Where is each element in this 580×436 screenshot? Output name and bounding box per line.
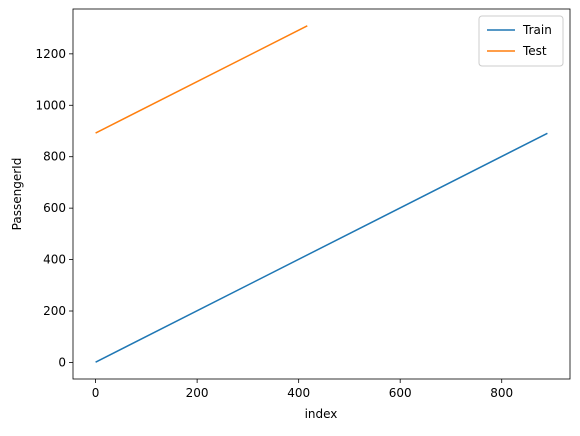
- y-axis-label: PassengerId: [10, 158, 24, 231]
- y-tick-label: 400: [43, 253, 66, 267]
- y-tick-label: 600: [43, 201, 66, 215]
- y-tick-label: 0: [58, 355, 66, 369]
- x-tick-label: 400: [287, 386, 310, 400]
- y-tick-label: 1200: [35, 47, 66, 61]
- legend-box: [478, 15, 564, 67]
- x-tick-label: 0: [92, 386, 100, 400]
- x-tick-label: 800: [490, 386, 513, 400]
- y-tick-label: 1000: [35, 98, 66, 112]
- x-tick-label: 200: [186, 386, 209, 400]
- legend-label: Test: [522, 44, 547, 58]
- x-tick-label: 600: [389, 386, 412, 400]
- plot-frame: [72, 8, 571, 380]
- y-tick-label: 800: [43, 150, 66, 164]
- line: [95, 25, 308, 134]
- y-tick-label: 200: [43, 304, 66, 318]
- legend-label: Train: [522, 23, 552, 37]
- line: [95, 132, 548, 363]
- x-axis-label: index: [305, 407, 338, 421]
